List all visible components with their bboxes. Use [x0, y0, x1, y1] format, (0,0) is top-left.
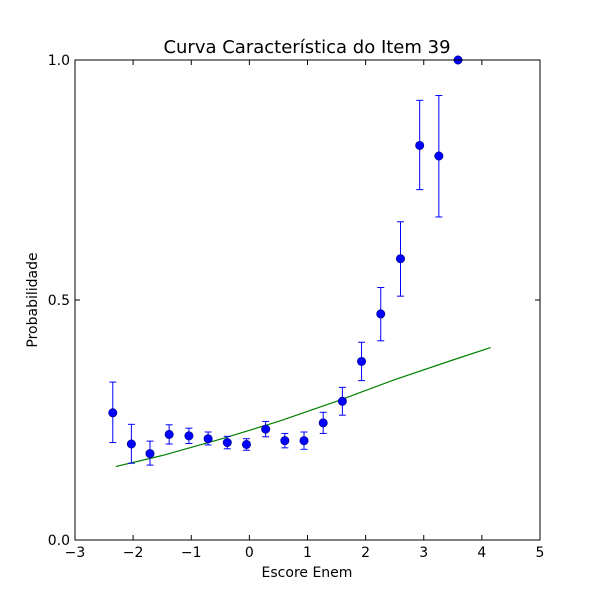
x-tick-label: 4 — [477, 545, 486, 561]
data-point — [145, 449, 155, 459]
data-point-group — [184, 427, 194, 445]
data-point — [395, 254, 405, 264]
x-tick-label: 3 — [419, 545, 428, 561]
data-point-group — [318, 411, 328, 434]
data-point — [222, 438, 232, 448]
data-point-group — [108, 381, 118, 444]
data-point — [108, 408, 118, 418]
data-point-group — [376, 287, 386, 342]
data-point-group — [222, 435, 232, 450]
data-point — [299, 436, 309, 446]
x-tick-label: −1 — [181, 545, 202, 561]
data-point — [184, 431, 194, 441]
y-tick-label: 0.0 — [48, 533, 70, 549]
data-point — [337, 396, 347, 406]
data-point-group — [241, 438, 251, 451]
data-point — [318, 418, 328, 428]
data-point — [241, 439, 251, 449]
x-tick-label: 2 — [361, 545, 370, 561]
data-point-group — [126, 423, 136, 464]
data-point — [376, 309, 386, 319]
x-tick-label: 5 — [536, 545, 545, 561]
data-point — [434, 151, 444, 161]
data-point — [261, 424, 271, 434]
data-point-group — [145, 440, 155, 466]
y-tick-label: 1.0 — [48, 53, 70, 69]
data-point-group — [299, 431, 309, 450]
x-tick-label: −3 — [65, 545, 86, 561]
data-point-group — [164, 424, 174, 445]
data-point-group — [337, 386, 347, 416]
plot-area: −3 −2 −1 0 1 2 3 4 5 0.0 0.5 1.0 — [48, 53, 545, 561]
data-point-group — [261, 420, 271, 438]
fitted-curve-line — [115, 346, 491, 468]
data-point — [126, 439, 136, 449]
x-tick-label: −2 — [123, 545, 144, 561]
y-tick-label: 0.5 — [48, 293, 70, 309]
data-point-group — [395, 221, 405, 297]
x-axis-label: Escore Enem — [262, 565, 353, 581]
x-tick-label: 1 — [303, 545, 312, 561]
chart-title: Curva Característica do Item 39 — [163, 37, 450, 58]
data-point — [415, 140, 425, 150]
data-point-group — [357, 341, 367, 382]
plot-frame — [74, 59, 541, 541]
x-tick-label: 0 — [245, 545, 254, 561]
data-point — [357, 356, 367, 366]
data-point — [164, 429, 174, 439]
data-point-group — [415, 99, 425, 191]
data-point — [280, 436, 290, 446]
data-point-group — [434, 95, 444, 218]
data-point — [203, 434, 213, 444]
data-point-group — [280, 432, 290, 449]
data-point-group — [203, 431, 213, 446]
y-axis-label: Probabilidade — [25, 252, 41, 347]
